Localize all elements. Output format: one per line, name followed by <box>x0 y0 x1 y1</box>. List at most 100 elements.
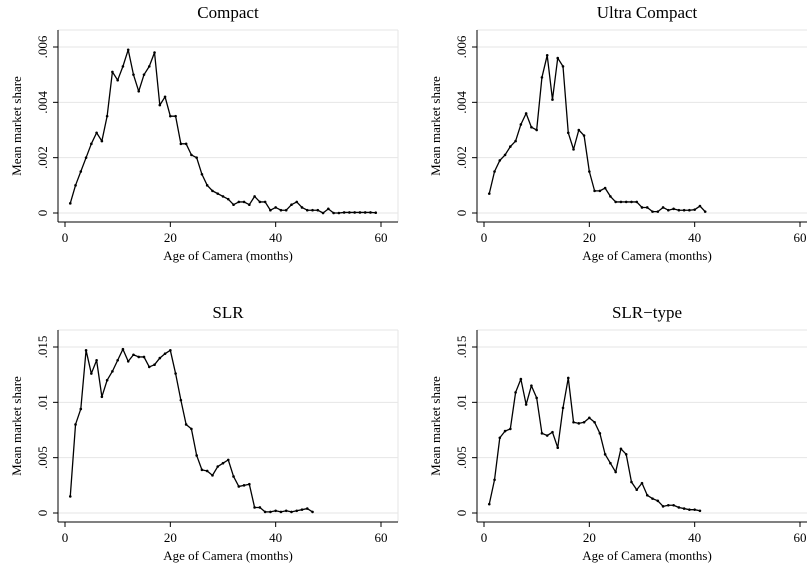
data-point <box>95 131 98 135</box>
data-point <box>121 65 125 68</box>
data-point <box>645 493 649 497</box>
x-tick-label: 40 <box>688 230 701 245</box>
data-point <box>300 508 304 511</box>
data-point <box>693 208 696 211</box>
data-point <box>667 208 670 212</box>
data-point <box>572 420 575 424</box>
data-point <box>137 355 141 359</box>
data-point <box>524 112 528 115</box>
data-point <box>179 142 183 146</box>
data-point <box>116 358 119 362</box>
data-point <box>263 510 267 514</box>
data-point <box>614 470 617 474</box>
data-point <box>195 156 198 159</box>
data-point <box>609 461 612 465</box>
data-point <box>509 427 512 431</box>
data-point <box>121 347 125 351</box>
data-point <box>656 210 660 213</box>
data-point <box>698 204 702 208</box>
y-axis-title: Mean market share <box>428 376 443 476</box>
data-point <box>677 506 681 509</box>
data-point <box>530 125 533 129</box>
series-line <box>488 54 706 213</box>
x-tick-label: 60 <box>794 530 807 545</box>
panel: Compact 0 .002 .004 .006 0 20 40 60 Age of Camera… <box>9 3 399 263</box>
data-point <box>651 497 654 500</box>
data-point <box>682 208 686 212</box>
y-axis-title: Mean market share <box>428 76 443 176</box>
y-tick-label: .005 <box>35 446 50 469</box>
data-point <box>79 407 83 411</box>
data-point <box>184 142 188 146</box>
data-point <box>226 458 230 462</box>
data-point <box>305 208 309 212</box>
x-tick-label: 60 <box>794 230 807 245</box>
panel-title: SLR <box>212 303 244 322</box>
x-tick-label: 0 <box>62 530 69 545</box>
y-tick-label: 0 <box>35 510 50 517</box>
data-point <box>572 148 575 151</box>
data-point <box>316 208 320 212</box>
y-tick-label: .015 <box>454 336 469 359</box>
data-point <box>509 145 512 148</box>
y-tick-label: .015 <box>35 336 50 359</box>
data-point <box>342 211 346 214</box>
y-tick-label: .01 <box>35 394 50 410</box>
data-point <box>682 507 686 510</box>
data-point <box>300 206 304 209</box>
data-point <box>295 509 299 513</box>
data-point <box>556 56 560 60</box>
data-point <box>487 502 491 506</box>
data-point <box>588 170 591 173</box>
data-point <box>593 189 596 193</box>
data-point <box>158 103 162 107</box>
data-point <box>242 200 246 204</box>
data-point <box>645 206 649 209</box>
data-point <box>566 376 570 380</box>
data-point <box>211 474 214 477</box>
data-point <box>68 495 72 498</box>
data-point <box>269 208 272 212</box>
data-point <box>274 206 277 209</box>
data-point <box>279 510 283 514</box>
data-point <box>487 192 491 195</box>
data-point <box>126 48 130 52</box>
data-point <box>205 469 209 473</box>
data-point <box>524 403 528 406</box>
data-point <box>90 142 93 146</box>
data-point <box>290 510 293 514</box>
data-point <box>153 363 156 367</box>
data-point <box>619 447 623 451</box>
data-point <box>105 378 109 382</box>
data-point <box>609 195 612 198</box>
data-point <box>211 189 214 193</box>
data-point <box>688 508 691 511</box>
panel: Ultra Compact 0 .002 .004 .006 0 20 40 60 Age of … <box>428 3 807 263</box>
x-tick-label: 0 <box>481 530 488 545</box>
data-point <box>237 200 241 204</box>
x-tick-label: 0 <box>481 230 488 245</box>
data-point <box>588 416 591 420</box>
data-point <box>79 170 83 173</box>
data-point <box>321 211 325 215</box>
data-point <box>137 89 141 93</box>
data-point <box>540 76 544 79</box>
data-point <box>174 114 177 118</box>
y-tick-label: 0 <box>35 210 50 217</box>
data-point <box>305 507 309 510</box>
data-point <box>190 153 193 157</box>
data-point <box>142 73 146 76</box>
data-point <box>269 510 272 514</box>
data-point <box>624 453 628 456</box>
data-point <box>248 482 251 486</box>
data-point <box>84 156 88 159</box>
data-point <box>566 131 570 135</box>
data-point <box>216 465 220 468</box>
data-point <box>295 200 299 204</box>
x-tick-label: 40 <box>269 230 282 245</box>
x-axis-title: Age of Camera (months) <box>582 248 712 263</box>
data-point <box>163 95 167 99</box>
data-point <box>105 114 109 118</box>
data-point <box>284 208 288 212</box>
data-point <box>358 211 362 214</box>
